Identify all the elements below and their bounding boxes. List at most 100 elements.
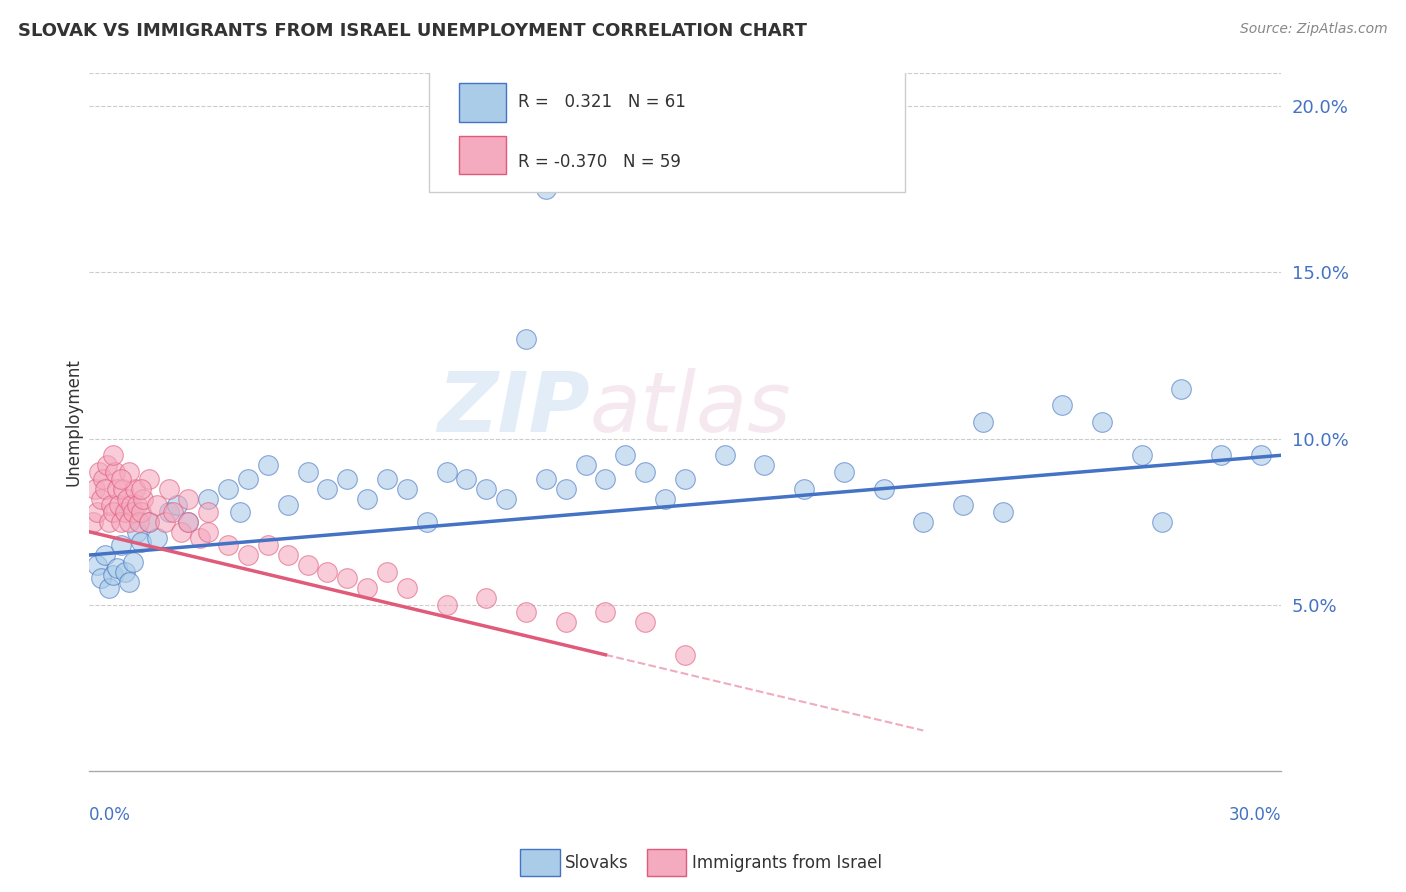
Point [132,491,155,506]
Point [534,182,557,196]
Point [129,505,152,519]
Point [217,538,239,552]
FancyBboxPatch shape [429,70,905,192]
Point [100,498,122,512]
Point [554,482,576,496]
Point [91,472,114,486]
Point [125,524,148,539]
Point [832,465,855,479]
Point [475,591,498,606]
Point [157,482,180,496]
Point [166,498,188,512]
Point [121,505,143,519]
Text: Source: ZipAtlas.com: Source: ZipAtlas.com [1240,22,1388,37]
Point [129,482,152,496]
Point [1091,415,1114,429]
Point [110,472,132,486]
Point [138,515,160,529]
Point [991,505,1014,519]
Point [110,515,132,529]
Point [197,491,219,506]
Point [124,482,146,496]
Point [395,582,418,596]
Point [713,448,735,462]
Point [114,565,136,579]
Point [375,565,398,579]
Point [125,498,148,512]
Text: atlas: atlas [589,368,792,449]
Point [356,491,378,506]
Point [297,465,319,479]
Point [101,448,124,462]
Point [257,538,280,552]
Point [217,482,239,496]
Point [375,472,398,486]
Point [145,498,167,512]
Text: 30.0%: 30.0% [1229,806,1281,824]
Point [197,524,219,539]
Point [297,558,319,572]
Point [554,615,576,629]
Point [654,491,676,506]
Point [111,482,134,496]
Point [157,505,180,519]
Point [336,571,359,585]
FancyBboxPatch shape [458,136,506,174]
Point [162,505,184,519]
Text: Slovaks: Slovaks [565,854,628,871]
Point [754,458,776,473]
Point [138,515,160,529]
Text: R = -0.370   N = 59: R = -0.370 N = 59 [519,153,681,170]
Point [90,571,112,585]
Point [1130,448,1153,462]
Point [972,415,994,429]
Point [153,515,176,529]
Point [316,482,339,496]
Y-axis label: Unemployment: Unemployment [65,358,82,486]
Point [114,505,136,519]
Point [673,472,696,486]
Point [94,548,117,562]
Point [138,472,160,486]
Point [197,505,219,519]
Point [115,491,138,506]
Point [84,482,107,496]
Point [257,458,280,473]
Point [128,515,150,529]
Point [98,515,121,529]
Point [1211,448,1233,462]
Point [793,482,815,496]
Point [575,458,598,473]
Point [105,482,128,496]
Point [101,505,124,519]
Point [416,515,439,529]
Point [356,582,378,596]
Point [121,555,143,569]
Point [177,491,200,506]
Point [495,491,517,506]
Point [177,515,200,529]
Point [82,515,104,529]
Point [316,565,339,579]
Point [236,548,259,562]
Point [436,465,458,479]
Point [96,458,118,473]
Point [120,498,142,512]
Point [475,482,498,496]
Point [614,448,637,462]
Point [118,465,141,479]
Point [1170,382,1192,396]
Text: ZIP: ZIP [437,368,589,449]
Point [277,498,299,512]
Point [872,482,894,496]
Point [169,524,191,539]
Point [101,568,124,582]
Point [634,615,657,629]
Point [177,515,200,529]
Point [595,605,617,619]
Point [1250,448,1272,462]
Point [595,472,617,486]
Point [129,534,152,549]
Point [1150,515,1173,529]
Text: R =   0.321   N = 61: R = 0.321 N = 61 [519,94,686,112]
